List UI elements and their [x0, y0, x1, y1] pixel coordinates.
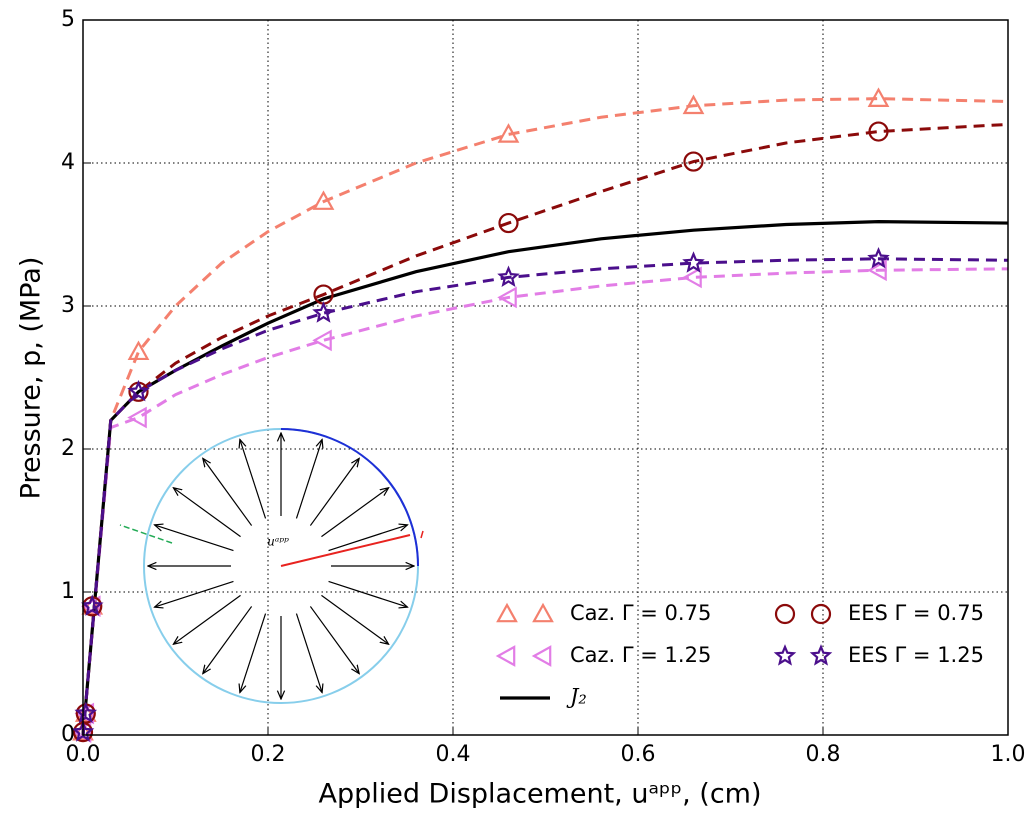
marker: [867, 87, 890, 107]
x-tick-label: 1.0: [991, 742, 1026, 767]
inset-green: [119, 524, 173, 544]
legend-label: J₂: [566, 685, 587, 709]
marker: [74, 701, 98, 724]
y-tick-label: 5: [61, 7, 75, 32]
plot-frame: [82, 19, 1009, 736]
legend-label: Caz. Γ = 1.25: [570, 643, 711, 667]
marker: [127, 340, 150, 361]
marker: [80, 594, 104, 616]
marker: [71, 720, 95, 742]
marker: [682, 251, 705, 273]
inset-arrow: [240, 440, 267, 519]
marker: [774, 603, 796, 625]
marker: [127, 406, 147, 429]
inset-arc: [280, 428, 419, 567]
marker: [868, 121, 889, 142]
marker: [809, 644, 833, 666]
marker: [312, 190, 335, 210]
legend-label: EES Γ = 0.75: [848, 601, 984, 625]
y-tick-label: 0: [61, 722, 75, 747]
inset-arrow: [328, 525, 408, 552]
marker: [496, 602, 518, 623]
marker: [810, 603, 832, 625]
inset-arrow: [240, 613, 267, 693]
inset-arrow: [295, 440, 322, 519]
inset-arrow: [203, 606, 253, 673]
marker: [497, 286, 517, 309]
plot-area: [71, 87, 1009, 744]
marker: [72, 720, 94, 741]
marker: [81, 595, 104, 615]
marker: [127, 379, 150, 402]
legend-label: EES Γ = 1.25: [848, 643, 984, 667]
x-axis-label: Applied Displacement, uᵃᵖᵖ, (cm): [318, 779, 761, 810]
marker: [74, 702, 97, 722]
legend: Caz. Γ = 0.75 Caz. Γ = 1.25 J₂ EES Γ = 0.75…: [495, 601, 984, 709]
inset-label: uᵃᵖᵖ: [267, 535, 289, 549]
inset-arrow: [155, 580, 234, 607]
inset-diagram: uᵃᵖᵖ: [119, 428, 424, 704]
series-line: [81, 97, 1009, 736]
x-tick-label: 0.0: [66, 742, 101, 767]
y-tick-label: 4: [61, 150, 75, 175]
marker: [497, 123, 520, 143]
inset-arrow: [328, 580, 408, 607]
inset-tick: [420, 530, 424, 539]
x-tick-label: 0.2: [251, 742, 286, 767]
inset-radius: [280, 534, 411, 567]
marker: [498, 212, 519, 234]
marker: [682, 94, 705, 115]
x-tick-label: 0.4: [436, 742, 471, 767]
x-tick-label: 0.8: [806, 742, 841, 767]
inset-arrow: [295, 613, 322, 693]
marker: [312, 329, 332, 352]
marker: [531, 645, 552, 667]
marker: [495, 645, 516, 667]
marker: [683, 151, 704, 172]
marker: [867, 259, 887, 282]
marker: [532, 602, 554, 623]
marker: [773, 644, 797, 666]
inset-arrow: [173, 594, 241, 644]
y-axis-label: Pressure, p, (MPa): [16, 257, 47, 500]
y-tick-label: 2: [61, 436, 75, 461]
x-tick-label: 0.6: [621, 742, 656, 767]
y-tick-label: 3: [61, 293, 75, 318]
inset-arrow: [309, 606, 359, 673]
marker: [867, 246, 890, 269]
inset-arrow: [155, 525, 234, 552]
y-tick-label: 1: [61, 579, 75, 604]
legend-label: Caz. Γ = 0.75: [570, 601, 711, 625]
inset-arrow: [321, 488, 388, 538]
inset-arrow: [203, 458, 253, 526]
marker: [497, 265, 520, 287]
inset-arrow: [173, 488, 241, 538]
marker: [682, 266, 702, 289]
marker: [312, 301, 335, 323]
inset-arrow: [321, 594, 388, 644]
inset-arrow: [309, 458, 359, 526]
